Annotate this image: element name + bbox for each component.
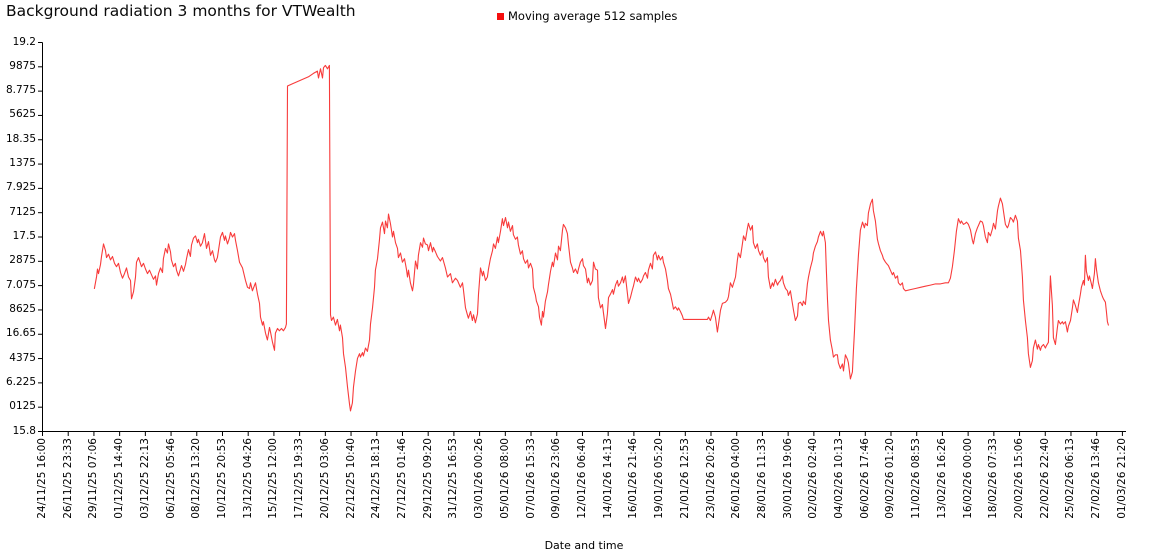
y-tick-label: 19.2 [12, 35, 36, 48]
y-tick-label: 18.35 [5, 132, 36, 145]
x-tick-label: 09/01/26 23:06 [550, 438, 563, 519]
legend: Moving average 512 samples [497, 9, 677, 23]
x-tick-label: 05/01/26 08:00 [498, 438, 511, 519]
x-tick-label: 16/02/26 00:00 [961, 438, 974, 519]
x-tick-label: 27/02/26 13:46 [1090, 438, 1103, 519]
x-tick-label: 20/02/26 15:06 [1013, 438, 1026, 519]
y-tick-label: 4375 [9, 351, 36, 364]
y-tick-label: 9875 [9, 59, 36, 72]
x-tick-label: 24/12/25 18:13 [370, 438, 383, 519]
x-tick-label: 19/01/26 05:20 [653, 438, 666, 519]
y-tick-label: 7.075 [5, 278, 36, 291]
x-tick-label: 27/12/25 01:46 [395, 438, 408, 519]
x-tick-label: 06/02/26 17:46 [858, 438, 871, 519]
x-tick-label: 25/02/26 06:13 [1064, 438, 1077, 519]
x-tick-label: 10/12/25 20:53 [215, 438, 228, 519]
x-tick-label: 23/01/26 20:26 [704, 438, 717, 519]
y-tick-label: 0125 [9, 400, 36, 413]
x-tick-label: 04/02/26 10:13 [833, 438, 846, 519]
x-tick-label: 06/12/25 05:46 [164, 438, 177, 519]
x-tick-label: 20/12/25 03:06 [318, 438, 331, 519]
x-tick-label: 14/01/26 14:13 [601, 438, 614, 519]
y-tick-label: 5625 [9, 108, 36, 121]
x-tick-label: 16/01/26 21:46 [627, 438, 640, 519]
y-tick-label: 8625 [9, 302, 36, 315]
x-tick-label: 22/02/26 22:40 [1038, 438, 1051, 519]
x-tick-label: 31/12/25 16:53 [447, 438, 460, 519]
x-tick-label: 30/01/26 19:06 [781, 438, 794, 519]
x-tick-label: 22/12/25 10:40 [344, 438, 357, 519]
x-tick-label: 01/03/26 21:20 [1115, 438, 1128, 519]
y-tick-label: 7.925 [5, 181, 36, 194]
x-tick-label: 03/01/26 00:26 [473, 438, 486, 519]
x-tick-label: 15/12/25 12:00 [267, 438, 280, 519]
x-tick-label: 26/01/26 04:00 [730, 438, 743, 519]
x-tick-label: 08/12/25 13:20 [190, 438, 203, 519]
x-tick-label: 09/02/26 01:20 [884, 438, 897, 519]
y-tick-label: 1375 [9, 157, 36, 170]
y-tick-label: 7125 [9, 205, 36, 218]
y-tick-label: 15.8 [12, 424, 36, 437]
y-tick-label: 8.775 [5, 84, 36, 97]
x-tick-label: 29/12/25 09:20 [421, 438, 434, 519]
x-tick-label: 11/02/26 08:53 [910, 438, 923, 519]
x-tick-label: 13/02/26 16:26 [935, 438, 948, 519]
x-axis-title: Date and time [544, 539, 624, 552]
x-tick-label: 26/11/25 23:33 [61, 438, 74, 519]
x-tick-label: 07/01/26 15:33 [524, 438, 537, 519]
x-tick-label: 12/01/26 06:40 [575, 438, 588, 519]
x-tick-label: 02/02/26 02:40 [807, 438, 820, 519]
chart-title: Background radiation 3 months for VTWeal… [6, 2, 356, 20]
x-tick-label: 01/12/25 14:40 [113, 438, 126, 519]
x-tick-label: 29/11/25 07:06 [87, 438, 100, 519]
y-tick-label: 17.5 [12, 230, 36, 242]
x-tick-label: 17/12/25 19:33 [293, 438, 306, 519]
legend-marker-icon [497, 13, 504, 20]
legend-label: Moving average 512 samples [508, 9, 678, 23]
x-tick-label: 24/11/25 16:00 [36, 438, 48, 519]
x-tick-label: 21/01/26 12:53 [678, 438, 691, 519]
series-line [93, 64, 1109, 412]
x-tick-label: 18/02/26 07:33 [987, 438, 1000, 519]
x-tick-label: 28/01/26 11:33 [755, 438, 768, 519]
x-tick-label: 03/12/25 22:13 [138, 438, 151, 519]
x-tick-label: 13/12/25 04:26 [241, 438, 254, 519]
y-tick-label: 6.225 [5, 375, 36, 388]
y-tick-label: 16.65 [5, 327, 36, 340]
y-tick-label: 2875 [9, 254, 36, 267]
